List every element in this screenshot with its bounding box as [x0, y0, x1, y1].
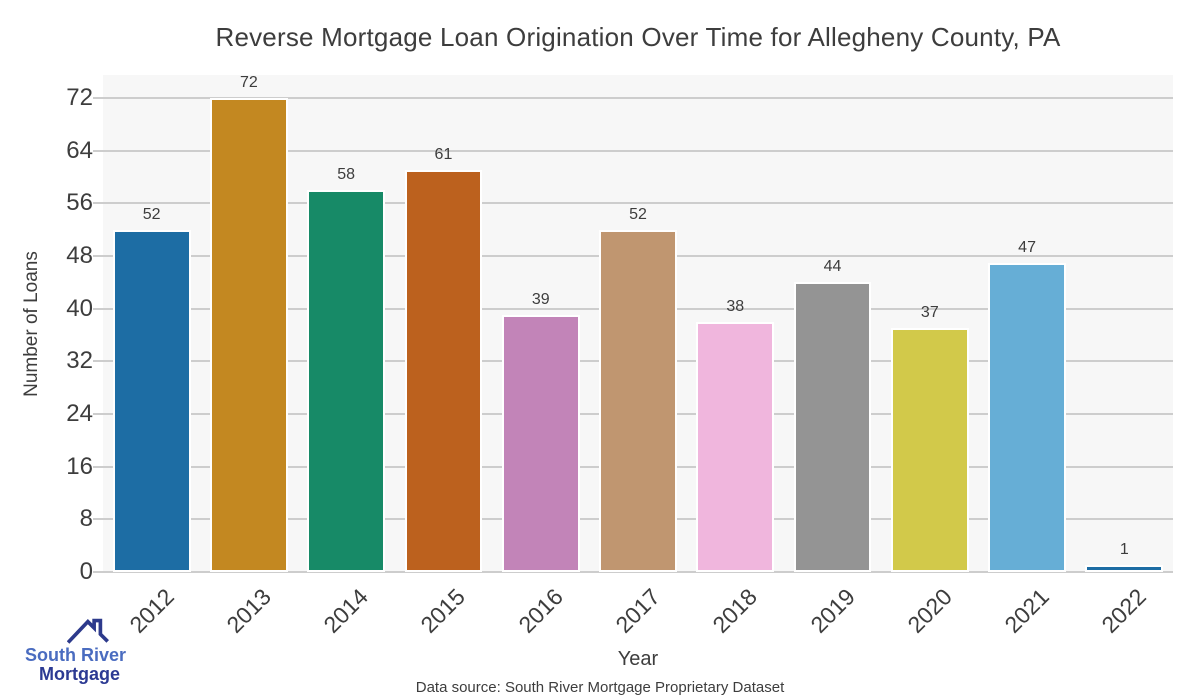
x-tick-label-2022: 2022	[1096, 583, 1152, 638]
gridline-y-64	[103, 149, 1173, 152]
logo-text-south-river: South River	[25, 645, 127, 665]
y-tick-label-48: 48	[66, 242, 93, 270]
bar-2018	[696, 321, 775, 572]
bar-value-2015: 61	[434, 146, 453, 164]
y-tick-label-24: 24	[66, 400, 93, 427]
bar-value-2013: 72	[240, 74, 258, 92]
x-tick-label-2013: 2013	[221, 583, 276, 638]
bar-value-2018: 38	[726, 297, 745, 315]
y-tick-mark-56	[93, 202, 103, 205]
chart-title: Reverse Mortgage Loan Origination Over T…	[215, 22, 1061, 52]
bar-value-2020: 37	[920, 304, 939, 322]
logo-text-mortgage: Mortgage	[39, 664, 120, 684]
x-tick-label-2019: 2019	[804, 583, 860, 638]
gridline-y-72	[103, 97, 1173, 100]
x-tick-label-2021: 2021	[999, 583, 1055, 638]
bar-2020	[890, 328, 969, 572]
bar-2012	[112, 229, 191, 572]
y-tick-mark-32	[93, 360, 103, 363]
y-tick-mark-24	[93, 413, 103, 415]
x-tick-label-2014: 2014	[318, 583, 374, 638]
x-tick-label-2017: 2017	[610, 583, 665, 638]
x-tick-label-2016: 2016	[513, 583, 568, 638]
y-tick-label-56: 56	[66, 189, 93, 217]
bar-2015	[404, 170, 483, 572]
bar-value-2014: 58	[337, 166, 356, 184]
gridline-y-56	[103, 202, 1173, 205]
bar-value-2022: 1	[1119, 541, 1129, 559]
gridline-y-0	[103, 571, 1173, 573]
y-tick-label-64: 64	[66, 136, 93, 164]
bar-2017	[599, 229, 677, 572]
y-tick-label-72: 72	[66, 84, 93, 112]
x-tick-label-2018: 2018	[707, 583, 763, 638]
y-tick-mark-48	[93, 255, 103, 258]
bar-2014	[307, 190, 386, 572]
company-logo: South River Mortgage	[25, 616, 155, 686]
y-axis-label: Number of Loans	[21, 251, 42, 397]
y-tick-mark-0	[93, 571, 103, 573]
house-roof-icon	[67, 618, 109, 644]
y-tick-mark-64	[93, 149, 103, 152]
x-axis-label: Year	[617, 648, 659, 670]
y-tick-label-0: 0	[79, 558, 93, 585]
x-tick-label-2015: 2015	[415, 583, 471, 638]
bar-2021	[988, 262, 1066, 572]
bar-2019	[793, 282, 872, 572]
bar-value-2016: 39	[531, 291, 550, 309]
bar-value-2012: 52	[142, 205, 161, 223]
y-tick-mark-72	[93, 97, 103, 100]
y-tick-label-16: 16	[66, 452, 93, 480]
y-tick-mark-8	[93, 518, 103, 521]
bar-value-2017: 52	[629, 205, 647, 223]
bar-2016	[501, 315, 580, 572]
y-tick-label-8: 8	[79, 505, 93, 533]
y-tick-mark-40	[93, 307, 103, 310]
y-tick-label-40: 40	[66, 294, 93, 322]
bar-value-2021: 47	[1018, 238, 1036, 256]
bar-value-2019: 44	[823, 258, 842, 276]
x-tick-label-2020: 2020	[902, 583, 957, 638]
data-source-caption: Data source: South River Mortgage Propri…	[415, 679, 785, 696]
bar-2022	[1085, 565, 1164, 572]
y-tick-label-32: 32	[66, 347, 93, 375]
bar-2013	[210, 98, 288, 572]
y-tick-mark-16	[93, 465, 103, 468]
